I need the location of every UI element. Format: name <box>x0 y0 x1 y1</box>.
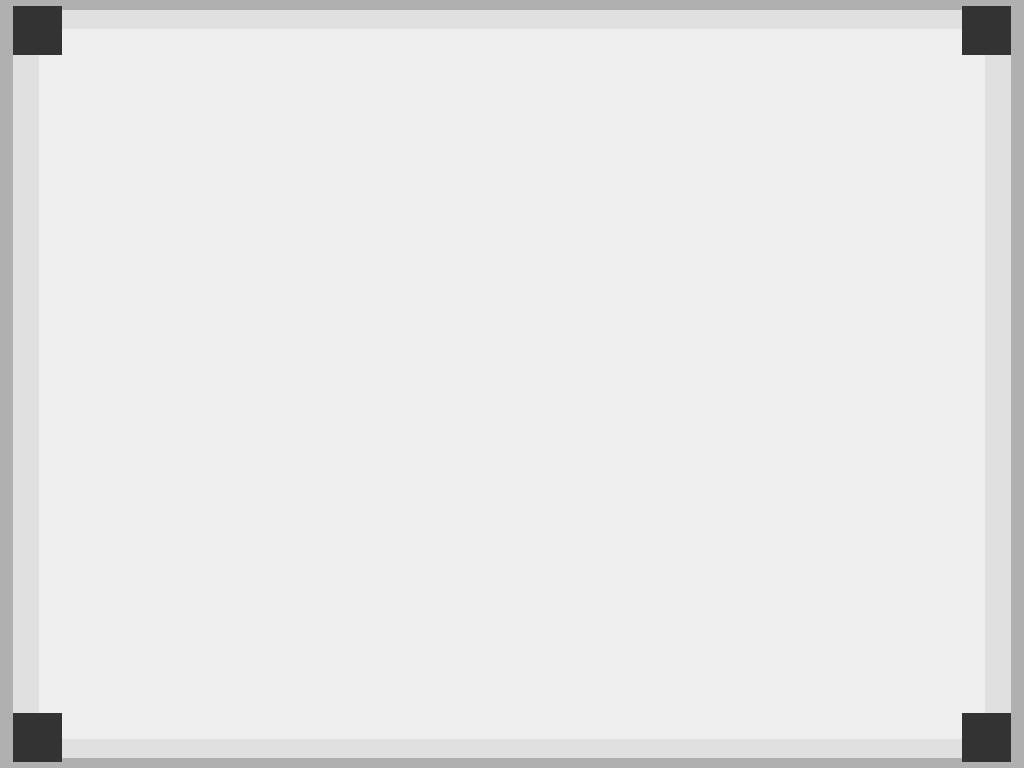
Text: d): d) <box>56 526 120 568</box>
Text: CH₃OH: CH₃OH <box>97 526 252 568</box>
Text: nonelectrolyte: nonelectrolyte <box>430 265 671 298</box>
Text: (CH₃)₂O: (CH₃)₂O <box>97 260 273 302</box>
Text: a): a) <box>56 118 118 161</box>
Text: b): b) <box>56 260 120 302</box>
Text: electrolyte: electrolyte <box>430 406 608 439</box>
Text: (NH₄)₂SO₄: (NH₄)₂SO₄ <box>97 402 326 444</box>
Text: c): c) <box>56 402 115 444</box>
Text: electrolyte: electrolyte <box>430 123 608 156</box>
Text: Al(NO₃)₃: Al(NO₃)₃ <box>97 118 289 161</box>
